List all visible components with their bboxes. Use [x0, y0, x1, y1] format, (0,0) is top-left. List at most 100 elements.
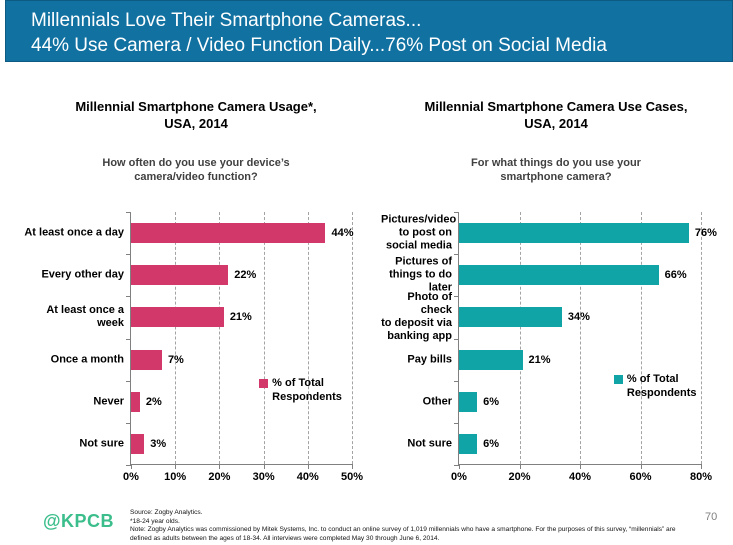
- bar: [131, 433, 145, 454]
- legend: % of Total Respondents: [259, 376, 342, 404]
- gridline: [352, 212, 353, 464]
- bar-row: Pay bills 21%: [407, 339, 701, 381]
- bar-row: Not sure 3%: [79, 423, 352, 465]
- y-axis-tick: [126, 338, 131, 340]
- gridline: [640, 212, 642, 464]
- bar: [131, 307, 224, 328]
- legend-label: % of Total Respondents: [626, 373, 697, 399]
- x-axis-tick-label: 30%: [252, 471, 275, 483]
- value-label: 21%: [229, 311, 252, 324]
- y-axis-tick: [454, 212, 459, 213]
- gridline: [519, 212, 521, 464]
- bar-row: Once a month 7%: [51, 339, 352, 381]
- category-label: Pictures/video to post on social media: [381, 213, 457, 252]
- x-axis-tick-label: 20%: [508, 471, 531, 483]
- gridline: [263, 212, 265, 464]
- bar: [131, 265, 229, 286]
- value-label: 6%: [483, 437, 500, 450]
- value-label: 2%: [145, 395, 162, 408]
- value-label: 34%: [567, 311, 590, 324]
- category-label: Once a month: [50, 353, 124, 366]
- category-label: Not sure: [407, 437, 452, 450]
- footnote-age: *18-24 year olds.: [130, 517, 180, 525]
- x-axis-tick-label: 10%: [164, 471, 187, 483]
- y-axis-tick: [126, 380, 131, 382]
- x-axis-tick-label: 40%: [568, 471, 592, 483]
- value-label: 44%: [331, 227, 354, 240]
- x-axis-tick-label: 0%: [451, 471, 467, 483]
- y-axis-tick: [454, 338, 459, 340]
- bar: [459, 391, 478, 412]
- category-label: Pictures of things to do later: [389, 255, 452, 294]
- x-axis-tick: [580, 464, 581, 469]
- y-axis-tick: [126, 296, 131, 298]
- chart-title: Millennial Smartphone Camera Use Cases, …: [424, 99, 688, 131]
- title-line-1: Millennials Love Their Smartphone Camera…: [31, 10, 422, 31]
- bar-row: At least once a week 21%: [46, 296, 352, 338]
- y-axis-tick: [454, 465, 459, 466]
- bar: [459, 349, 523, 370]
- bar-row: At least once a day 44%: [24, 212, 354, 254]
- chart-camera-usage: Millennial Smartphone Camera Usage*, USA…: [20, 88, 372, 483]
- value-label: 6%: [483, 395, 500, 408]
- chart-subtitle: For what things do you use your smartpho…: [471, 157, 641, 183]
- y-axis-tick: [126, 254, 131, 256]
- legend-swatch: [613, 375, 623, 384]
- legend-swatch: [259, 379, 269, 388]
- bar: [459, 265, 659, 286]
- value-label: 21%: [528, 353, 551, 366]
- x-axis-tick-label: 50%: [340, 471, 364, 483]
- x-axis-tick-label: 40%: [296, 471, 319, 483]
- y-axis-tick: [454, 380, 459, 382]
- bar-row: Not sure 6%: [407, 423, 701, 465]
- x-axis-tick: [175, 464, 177, 469]
- title-line-2: 44% Use Camera / Video Function Daily...…: [31, 35, 607, 56]
- y-axis-tick: [126, 212, 131, 213]
- bar-row: Pictures of things to do later 66%: [389, 254, 701, 296]
- footnote-source: Source: Zogby Analytics.: [130, 509, 203, 516]
- y-axis-tick: [454, 254, 459, 256]
- category-label: Not sure: [79, 437, 124, 450]
- category-label: At least once a week: [46, 304, 124, 330]
- bar-row: Other 6%: [423, 381, 701, 423]
- gridline: [219, 212, 221, 464]
- gridline: [701, 212, 702, 464]
- y-axis-tick: [126, 465, 131, 466]
- bar: [459, 307, 562, 328]
- bar-row: Every other day 22%: [41, 254, 352, 296]
- value-label: 66%: [664, 269, 687, 282]
- page-number: 70: [705, 511, 718, 523]
- gridline: [175, 212, 177, 464]
- legend: % of Total Respondents: [613, 372, 697, 400]
- bar: [131, 349, 162, 370]
- category-label: Other: [422, 395, 452, 408]
- footnote-note: Note: Zogby Analytics was commissioned b…: [130, 526, 676, 543]
- x-axis-tick: [519, 464, 521, 469]
- bar: [459, 223, 689, 244]
- category-label: Photo of check to deposit via banking ap…: [381, 291, 452, 343]
- plot-area: 0% 20% 40% 60% 80% Pictures/video to post on …: [381, 212, 717, 483]
- category-label: At least once a day: [24, 226, 124, 239]
- x-axis-tick: [640, 464, 642, 469]
- x-axis-tick: [131, 464, 132, 469]
- kpcb-logo: @KPCB: [43, 511, 115, 531]
- value-label: 3%: [150, 437, 167, 450]
- y-axis-tick: [454, 422, 459, 424]
- category-label: Never: [93, 395, 124, 408]
- gridline: [307, 212, 309, 464]
- category-label: Pay bills: [407, 353, 452, 366]
- y-axis-tick: [454, 296, 459, 298]
- legend-label: % of Total Respondents: [272, 377, 342, 403]
- footnotes: Source: Zogby Analytics. *18-24 year old…: [130, 509, 686, 544]
- x-axis-tick: [219, 464, 221, 469]
- value-label: 76%: [694, 227, 717, 240]
- value-label: 7%: [167, 353, 184, 366]
- y-axis-tick: [126, 422, 131, 424]
- x-axis-tick-label: 60%: [629, 471, 652, 483]
- bar-row: Photo of check to deposit via banking ap…: [381, 291, 701, 342]
- x-axis-tick: [307, 464, 309, 469]
- chart-camera-use-cases: Millennial Smartphone Camera Use Cases, …: [380, 88, 732, 483]
- bar-row: Never 2%: [93, 381, 352, 423]
- x-axis-tick-label: 20%: [208, 471, 231, 483]
